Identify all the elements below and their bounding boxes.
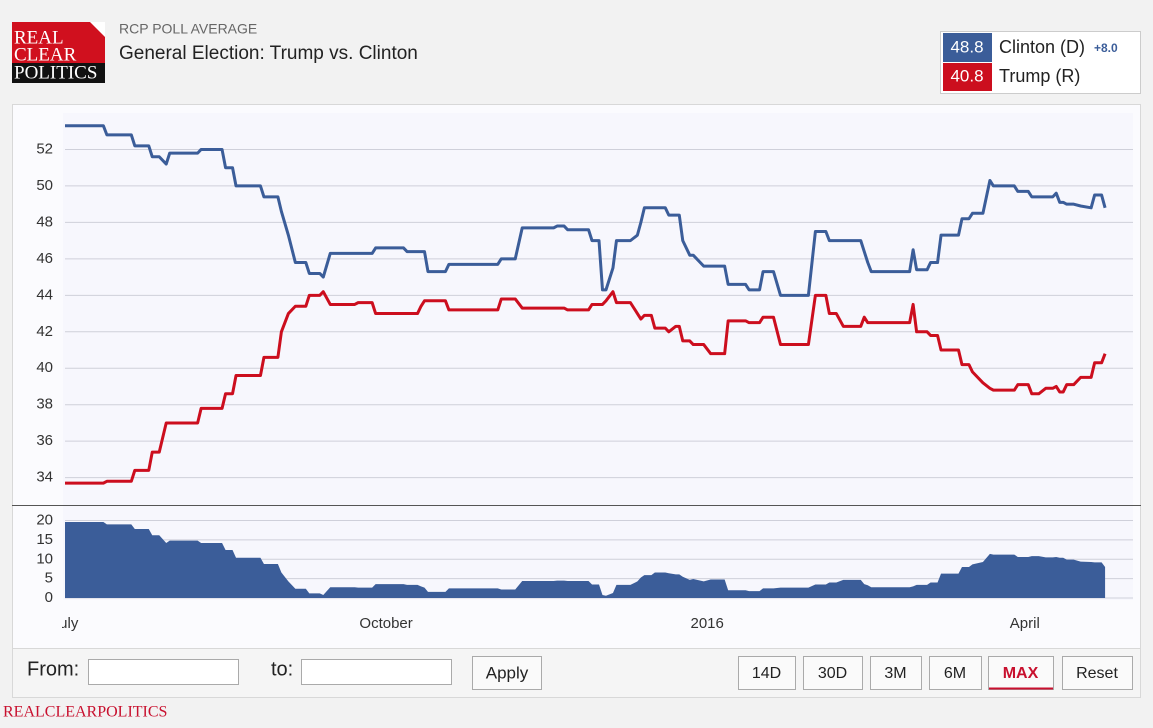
x-tick-label: April	[1010, 615, 1040, 632]
range-label: 6M	[944, 665, 966, 682]
x-tick-label: October	[359, 615, 412, 632]
y-tick-label: 36	[36, 432, 53, 449]
to-label: to:	[271, 658, 293, 680]
logo-text: CLEAR	[14, 44, 77, 65]
logo-text: POLITICS	[14, 62, 97, 83]
range-button[interactable]	[1062, 656, 1133, 690]
x-tick-label: 2016	[691, 615, 724, 632]
y-tick-label: 50	[36, 177, 53, 194]
kicker: RCP POLL AVERAGE	[119, 21, 257, 37]
y2-tick-label: 10	[36, 550, 53, 567]
y-tick-label: 34	[36, 469, 53, 486]
legend-swatch	[943, 33, 992, 62]
apply-button[interactable]	[472, 656, 542, 690]
legend: 48.8 40.8 Clinton (D) Trump (R) +8.0	[940, 31, 1141, 94]
legend-value: 48.8	[950, 37, 983, 56]
range-label: 14D	[752, 665, 781, 682]
from-label: From:	[27, 658, 79, 680]
legend-label: Clinton (D)	[999, 37, 1085, 57]
apply-label: Apply	[486, 663, 529, 682]
legend-value: 40.8	[950, 66, 983, 85]
y-tick-label: 48	[36, 213, 53, 230]
x-tick-label: July	[52, 615, 79, 632]
y2-tick-label: 15	[36, 531, 53, 548]
to-input[interactable]	[301, 659, 452, 685]
logo-black	[12, 63, 105, 83]
legend-lead: +8.0	[1094, 41, 1118, 55]
y-tick-label: 42	[36, 323, 53, 340]
y-tick-label: 46	[36, 250, 53, 267]
range-label: Reset	[1076, 665, 1118, 682]
logo-corner	[90, 22, 105, 37]
plot: 34 36 38 40 42 44 46 48 50 52 0 5 10 15 20 July October 2…	[36, 124, 1133, 632]
range-button[interactable]	[738, 656, 796, 690]
y2-tick-label: 0	[45, 589, 53, 606]
y-tick-label: 52	[36, 140, 53, 157]
logo-text: REAL	[14, 27, 64, 48]
footer: REALCLEARPOLITICS	[3, 704, 167, 721]
logo-red	[12, 22, 105, 64]
range-button[interactable]	[870, 656, 922, 690]
series-area	[65, 522, 1106, 599]
range-button[interactable]	[803, 656, 863, 690]
legend-label: Trump (R)	[999, 66, 1080, 86]
chart-title: General Election: Trump vs. Clinton	[119, 43, 418, 64]
range-button[interactable]	[929, 656, 982, 690]
range-buttons: 14D 30D 3M 6M MAX Reset	[738, 656, 1133, 690]
y-tick-label: 38	[36, 396, 53, 413]
legend-swatch	[943, 63, 992, 91]
y-tick-label: 44	[36, 286, 53, 303]
plot-area	[63, 113, 1133, 600]
range-label: 30D	[818, 665, 847, 682]
series-line	[65, 290, 1107, 485]
from-input[interactable]	[88, 659, 239, 685]
y-tick-label: 40	[36, 359, 53, 376]
y2-tick-label: 5	[45, 570, 53, 587]
y2-tick-label: 20	[36, 511, 53, 528]
range-label: 3M	[884, 665, 906, 682]
logo: REAL CLEAR POLITICS	[12, 22, 105, 83]
series-line	[65, 124, 1107, 297]
range-label: MAX	[1003, 665, 1039, 682]
